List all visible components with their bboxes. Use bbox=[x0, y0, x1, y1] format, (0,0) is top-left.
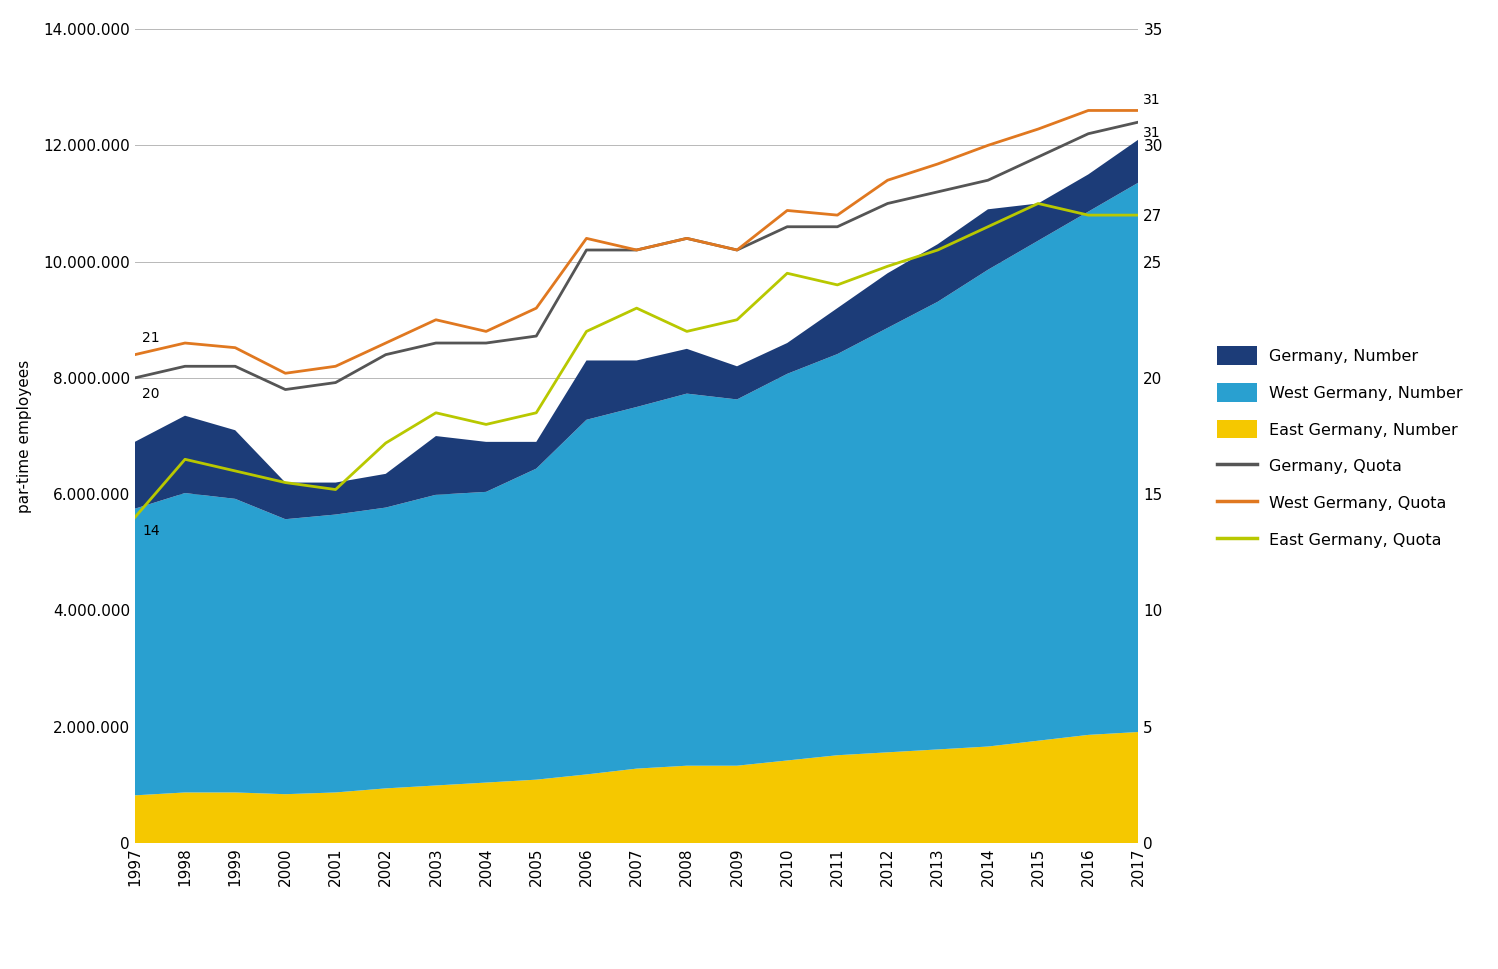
Text: 31: 31 bbox=[1143, 93, 1159, 107]
Text: 20: 20 bbox=[142, 388, 160, 401]
Legend: Germany, Number, West Germany, Number, East Germany, Number, Germany, Quota, Wes: Germany, Number, West Germany, Number, E… bbox=[1216, 346, 1464, 548]
Text: 14: 14 bbox=[142, 524, 160, 539]
Y-axis label: par-time employees: par-time employees bbox=[16, 359, 31, 513]
Text: 21: 21 bbox=[142, 331, 160, 345]
Text: 31: 31 bbox=[1143, 126, 1159, 140]
